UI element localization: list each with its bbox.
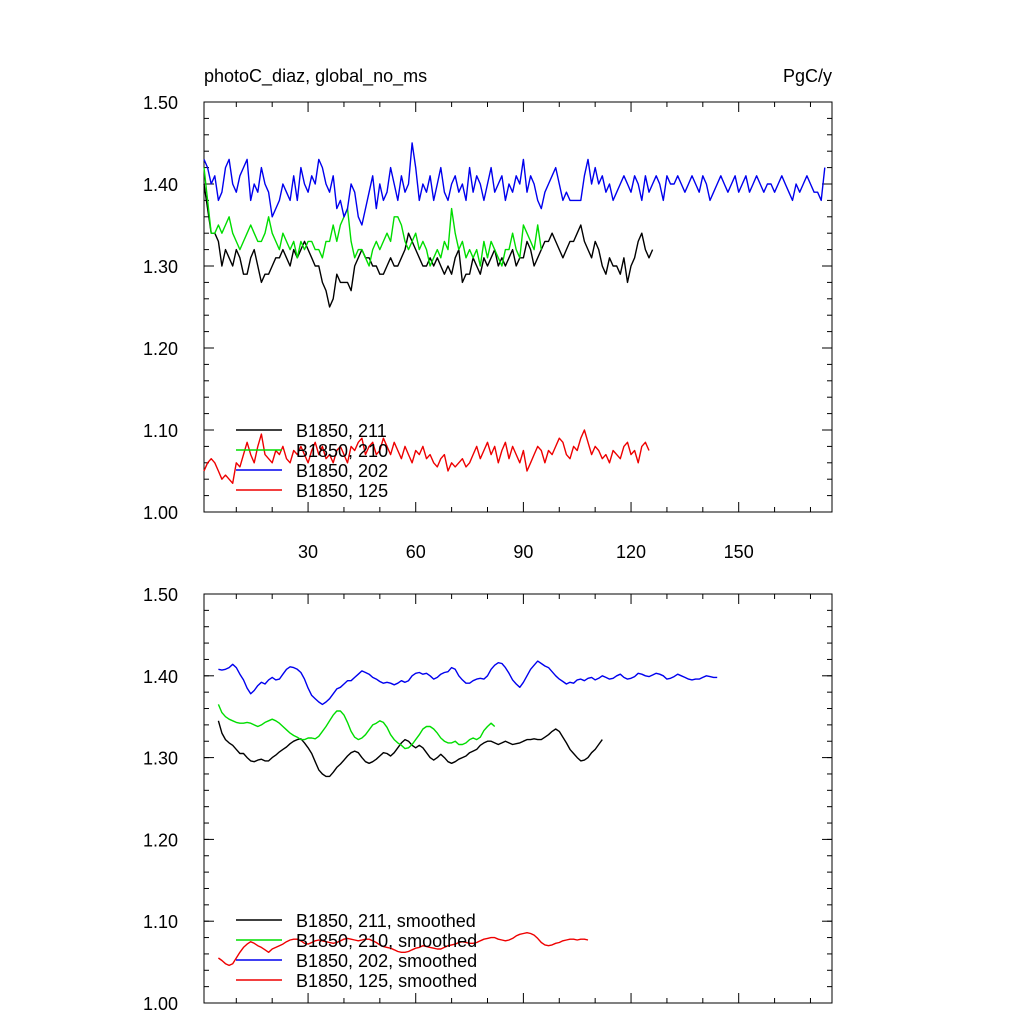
bottom-plot-frame: [203, 593, 833, 1004]
top-legend-label: B1850, 125: [296, 481, 388, 501]
top-y-tick-label: 1.00: [143, 503, 178, 523]
top-y-tick-label: 1.10: [143, 421, 178, 441]
top-legend-label: B1850, 202: [296, 461, 388, 481]
top-x-tick-label: 30: [298, 542, 318, 562]
bottom-chart-series: [217, 660, 718, 967]
top-x-tick-label: 90: [513, 542, 533, 562]
bottom-y-tick-label: 1.30: [143, 749, 178, 769]
bottom-y-tick-label: 1.50: [143, 585, 178, 605]
bottom-y-tick-label: 1.40: [143, 667, 178, 687]
top-y-tick-label: 1.30: [143, 257, 178, 277]
bottom-legend-label: B1850, 202, smoothed: [296, 951, 477, 971]
bottom-legend-label: B1850, 211, smoothed: [296, 911, 476, 931]
top-y-tick-label: 1.20: [143, 339, 178, 359]
top-series-line-3: [203, 142, 826, 226]
bottom-chart-panel: 1.00 1.10 1.20 1.30 1.40 1.50 B1850, 211, smo…: [143, 585, 833, 1014]
top-y-tick-label: 1.50: [143, 93, 178, 113]
top-chart-panel: photoC_diaz, global_no_ms PgC/y 1.00 1.10…: [143, 66, 833, 562]
bottom-y-tick-label: 1.20: [143, 830, 178, 850]
chart-title-left: photoC_diaz, global_no_ms: [204, 66, 427, 87]
top-legend-label: B1850, 211: [296, 421, 387, 441]
top-x-tick-label: 60: [406, 542, 426, 562]
top-plot-frame: [203, 101, 833, 513]
bottom-series-line-4: [217, 932, 589, 967]
bottom-legend-label: B1850, 125, smoothed: [296, 971, 477, 991]
top-chart-axes: 1.00 1.10 1.20 1.30 1.40 1.50 30 60 90 120 150: [143, 93, 833, 562]
bottom-chart-axes: 1.00 1.10 1.20 1.30 1.40 1.50: [143, 585, 833, 1014]
bottom-y-tick-label: 1.10: [143, 912, 178, 932]
top-series-line-2: [203, 167, 542, 267]
top-legend-label: B1850, 210: [296, 441, 388, 461]
bottom-series-line-2: [217, 704, 496, 750]
top-x-tick-label: 120: [616, 542, 646, 562]
top-y-tick-label: 1.40: [143, 175, 178, 195]
chart-title-right: PgC/y: [783, 66, 832, 86]
bottom-y-tick-label: 1.00: [143, 994, 178, 1014]
top-chart-series: [203, 142, 826, 484]
bottom-series-line-3: [218, 660, 718, 706]
bottom-legend-label: B1850, 210, smoothed: [296, 931, 477, 951]
top-series-line-4: [203, 429, 650, 484]
bottom-series-line-1: [217, 720, 603, 778]
top-series-line-1: [203, 183, 654, 308]
top-x-tick-label: 150: [724, 542, 754, 562]
